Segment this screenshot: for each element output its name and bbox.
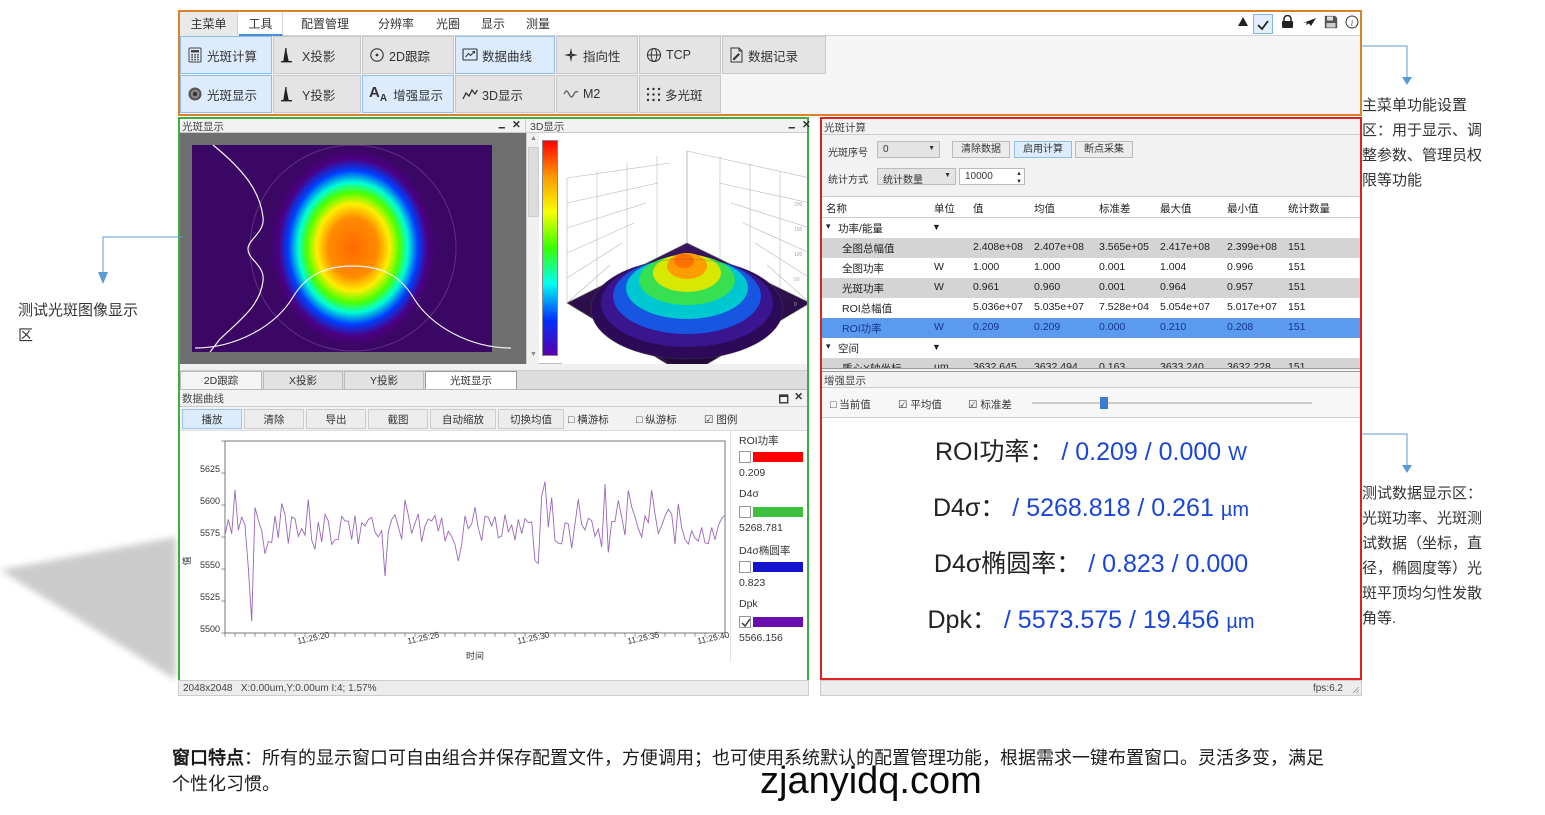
svg-text:5550: 5550 [200,560,220,570]
svg-text:5525: 5525 [200,592,220,602]
svg-text:150: 150 [794,227,803,233]
svg-text:0: 0 [794,302,797,308]
svg-text:5600: 5600 [200,496,220,506]
svg-text:5575: 5575 [200,528,220,538]
svg-text:值: 值 [181,556,192,565]
svg-text:100: 100 [794,252,803,258]
svg-text:5625: 5625 [200,464,220,474]
svg-text:200: 200 [794,202,803,208]
svg-text:i: i [1351,19,1353,28]
svg-text:50: 50 [794,277,800,283]
svg-text:时间: 时间 [466,650,484,661]
svg-text:5500: 5500 [200,624,220,634]
